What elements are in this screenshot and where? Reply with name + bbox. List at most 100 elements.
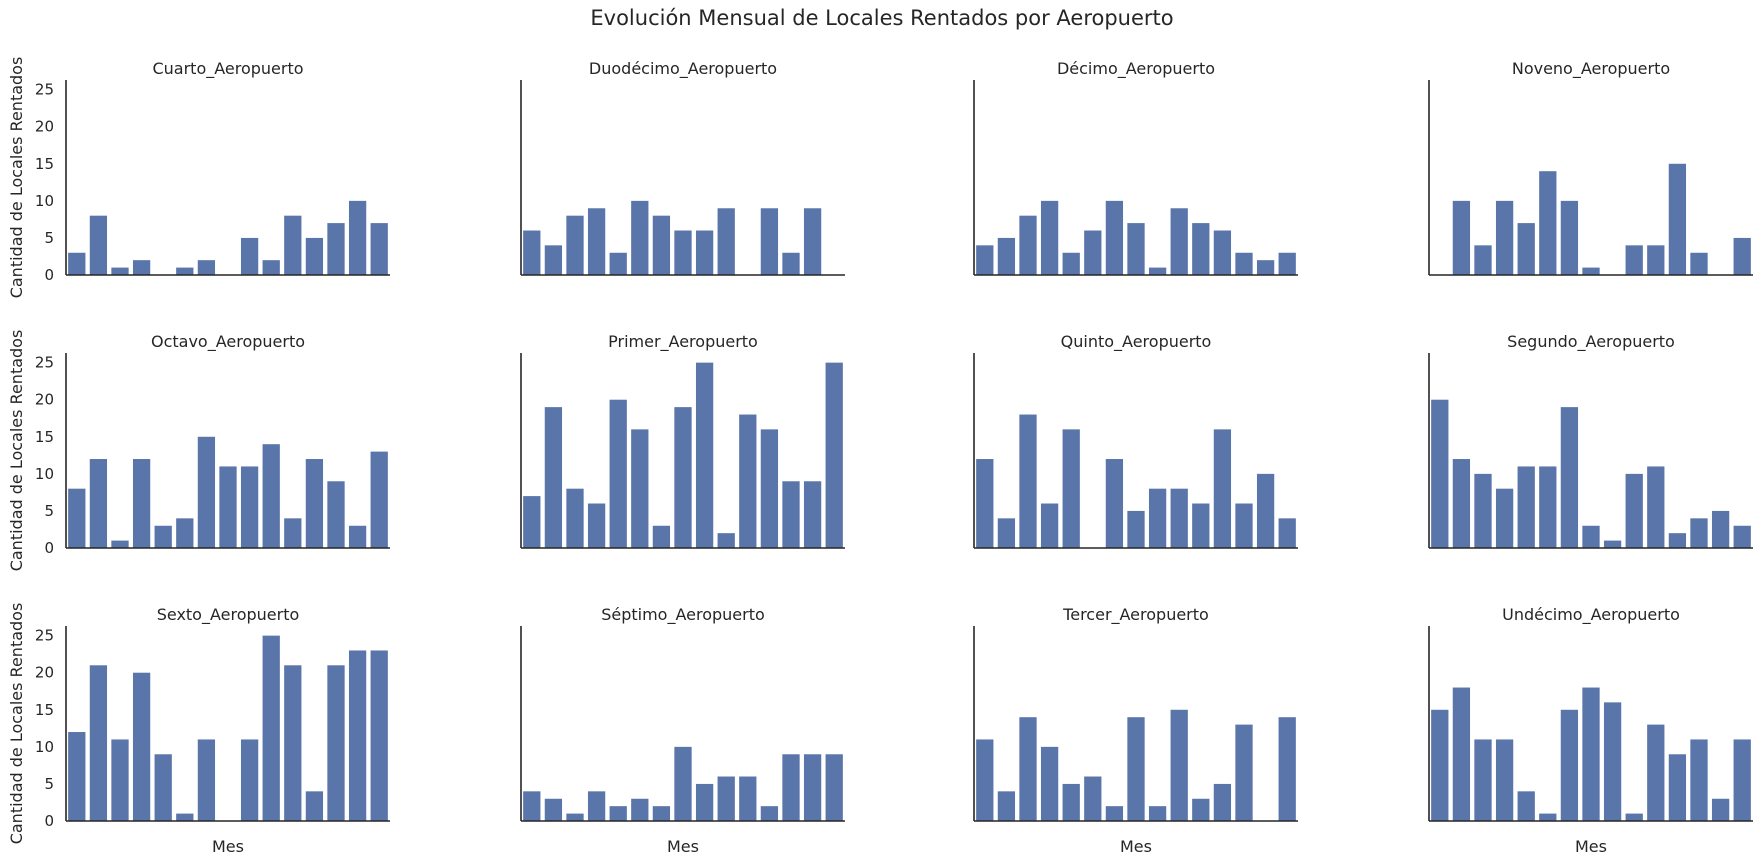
bar (695, 783, 714, 821)
bar (240, 466, 259, 548)
bar (1517, 466, 1535, 548)
bar (587, 791, 606, 821)
bar (1452, 200, 1471, 275)
bar (68, 732, 86, 821)
bar (1711, 798, 1730, 821)
bar (631, 429, 649, 548)
bar (803, 754, 822, 821)
bar (674, 407, 692, 548)
bar (1192, 223, 1210, 275)
bar (1235, 724, 1253, 821)
bar (1539, 171, 1557, 275)
panel-title: Noveno_Aeropuerto (1512, 59, 1670, 79)
y-tick-label: 10 (35, 738, 54, 756)
bar (1474, 739, 1492, 821)
y-tick-label: 15 (35, 428, 54, 446)
panel-Octavo_Aeropuerto: Octavo_Aeropuerto 0 5 10 15 20 25 Cantidad de L… (7, 330, 390, 571)
bar (1582, 687, 1600, 821)
panel-Quinto_Aeropuerto: Quinto_Aeropuerto (973, 332, 1298, 549)
bar (609, 806, 627, 821)
bar (154, 754, 172, 821)
bar (1235, 503, 1253, 548)
bar (544, 245, 563, 275)
x-axis-label: Mes (1120, 837, 1152, 856)
y-tick-label: 15 (35, 155, 54, 173)
bar (760, 429, 779, 548)
bar (1603, 702, 1622, 821)
bar (1019, 414, 1037, 548)
bar (284, 665, 302, 821)
bar (631, 200, 649, 275)
bar (609, 399, 627, 548)
bar (695, 230, 714, 275)
bar (1495, 200, 1514, 275)
bar (1495, 739, 1514, 821)
bar (1256, 473, 1275, 548)
bar (1278, 252, 1296, 275)
bar (1040, 200, 1059, 275)
y-tick-label: 20 (35, 391, 54, 409)
bar (782, 252, 800, 275)
bar (348, 200, 367, 275)
bar (1495, 488, 1514, 548)
bar (652, 525, 671, 548)
bar (1148, 267, 1167, 275)
bar (1452, 459, 1471, 548)
bar (1733, 237, 1751, 275)
bar (219, 466, 237, 548)
bar (1213, 429, 1232, 548)
bar (976, 245, 994, 275)
panel-Segundo_Aeropuerto: Segundo_Aeropuerto (1428, 332, 1753, 549)
bar (1170, 208, 1188, 275)
bar (1170, 488, 1188, 548)
panel-Undécimo_Aeropuerto: Undécimo_Aeropuerto Mes (1428, 605, 1753, 856)
x-axis-label: Mes (212, 837, 244, 856)
bar (1582, 525, 1600, 548)
bar (68, 488, 86, 548)
bar (803, 208, 822, 275)
bar (1733, 739, 1751, 821)
bar (1105, 200, 1124, 275)
bar (176, 813, 194, 821)
bar (523, 791, 541, 821)
panel-Noveno_Aeropuerto: Noveno_Aeropuerto (1428, 59, 1753, 276)
bar (1127, 510, 1145, 548)
y-axis-label: Cantidad de Locales Rentados (7, 57, 26, 299)
y-tick-label: 15 (35, 701, 54, 719)
bar (1668, 533, 1687, 548)
y-tick-label: 0 (44, 812, 54, 830)
panel-Duodécimo_Aeropuerto: Duodécimo_Aeropuerto (520, 59, 845, 276)
bar (1690, 252, 1708, 275)
bar (1539, 466, 1557, 548)
x-axis-label: Mes (667, 837, 699, 856)
y-tick-label: 25 (35, 354, 54, 372)
bar (523, 230, 541, 275)
bar (803, 481, 822, 548)
bar (262, 260, 280, 275)
bar (1690, 518, 1708, 548)
bar (997, 518, 1016, 548)
panel-Cuarto_Aeropuerto: Cuarto_Aeropuerto 0 5 10 15 20 25 Cantidad de L… (7, 57, 390, 299)
bar (1431, 709, 1449, 821)
bar (1560, 407, 1579, 548)
bar (652, 806, 671, 821)
y-tick-label: 25 (35, 81, 54, 99)
bar (1474, 473, 1492, 548)
bar (739, 776, 757, 821)
y-tick-label: 5 (44, 229, 54, 247)
bar (997, 237, 1016, 275)
bar (327, 481, 345, 548)
y-tick-label: 10 (35, 192, 54, 210)
bar (1105, 806, 1124, 821)
y-tick-label: 0 (44, 539, 54, 557)
bar (1517, 791, 1535, 821)
bar (609, 252, 627, 275)
bar (305, 237, 324, 275)
panel-title: Sexto_Aeropuerto (157, 605, 300, 625)
bar (587, 208, 606, 275)
bar (1019, 215, 1037, 275)
bar (111, 267, 129, 275)
bar (370, 223, 388, 275)
bar (348, 650, 367, 821)
panel-Décimo_Aeropuerto: Décimo_Aeropuerto (973, 59, 1298, 276)
